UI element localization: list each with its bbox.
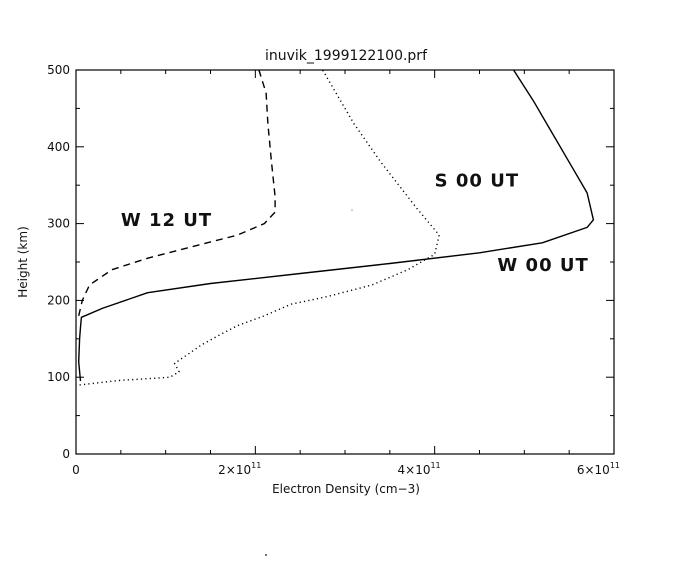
x-axis-label: Electron Density (cm−3): [272, 482, 420, 496]
speck-dot: [351, 209, 353, 211]
series-line-w-12-ut: [78, 69, 276, 316]
annotation-label: S 00 UT: [435, 171, 519, 192]
y-axis-label: Height (km): [16, 226, 30, 297]
annotation-label: W 12 UT: [121, 210, 212, 231]
y-tick-label: 300: [47, 217, 70, 231]
chart-title: inuvik_1999122100.prf: [265, 48, 428, 64]
y-tick-label: 400: [47, 140, 70, 154]
speck-dot: [265, 554, 267, 556]
x-tick-label: 0: [72, 463, 80, 477]
annotation-label: W 00 UT: [497, 255, 588, 276]
y-tick-label: 500: [47, 63, 70, 77]
y-tick-label: 0: [62, 447, 70, 461]
axis-ticks: 0 100 200 300 400 500 0 2×1011 4×1011 6×1011: [47, 63, 620, 477]
annotation-layer: W 12 UT S 00 UT W 00 UT: [121, 171, 588, 276]
series-line-w-00-ut: [78, 69, 595, 382]
series-layer: [78, 69, 595, 386]
x-tick-label: 2×1011: [218, 461, 261, 477]
y-tick-label: 100: [47, 370, 70, 384]
x-tick-label: 4×1011: [398, 461, 441, 477]
y-tick-label: 200: [47, 293, 70, 307]
x-tick-label: 6×1011: [577, 461, 620, 477]
